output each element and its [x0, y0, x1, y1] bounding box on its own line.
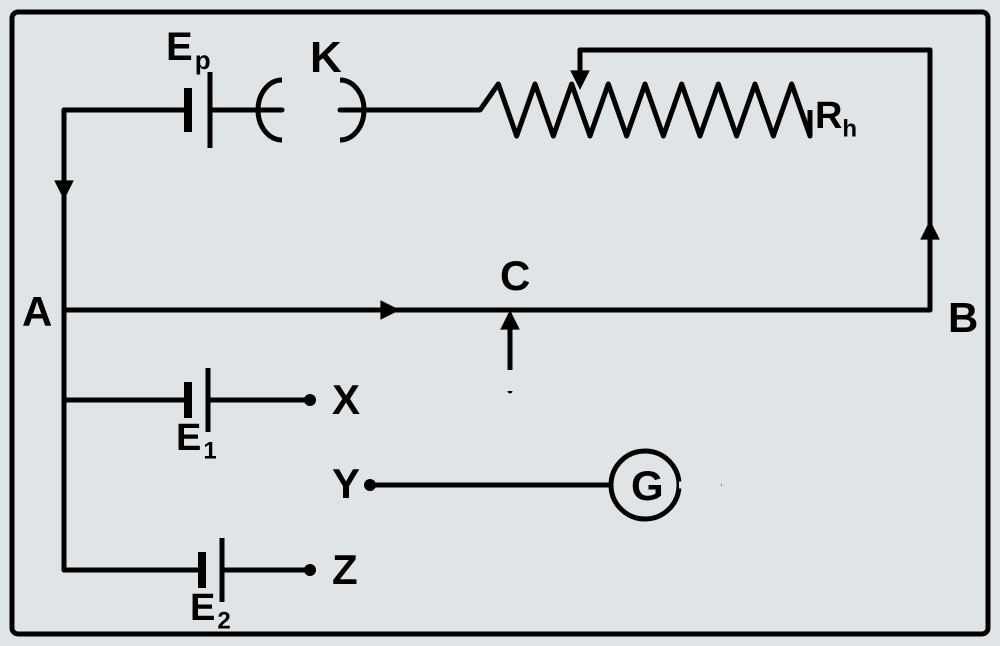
label-ep: E	[166, 25, 193, 69]
label-rh-sub: h	[842, 115, 857, 142]
label-e1: E	[176, 417, 201, 459]
terminal-x	[304, 394, 316, 406]
label-rh: R	[815, 95, 842, 137]
label-a: A	[22, 288, 52, 335]
label-k: K	[310, 33, 342, 82]
label-ep-sub: p	[195, 45, 211, 75]
terminal-z	[304, 564, 316, 576]
label-z: Z	[332, 546, 358, 593]
label-e2: E	[190, 587, 215, 629]
label-c: C	[500, 252, 530, 299]
label-x: X	[332, 376, 360, 423]
label-g: G	[631, 462, 664, 509]
label-e2-sub: 2	[217, 607, 230, 634]
canvas-bg	[0, 0, 1000, 646]
label-b: B	[948, 294, 978, 341]
label-e1-sub: 1	[203, 437, 216, 464]
label-y: Y	[332, 460, 360, 507]
